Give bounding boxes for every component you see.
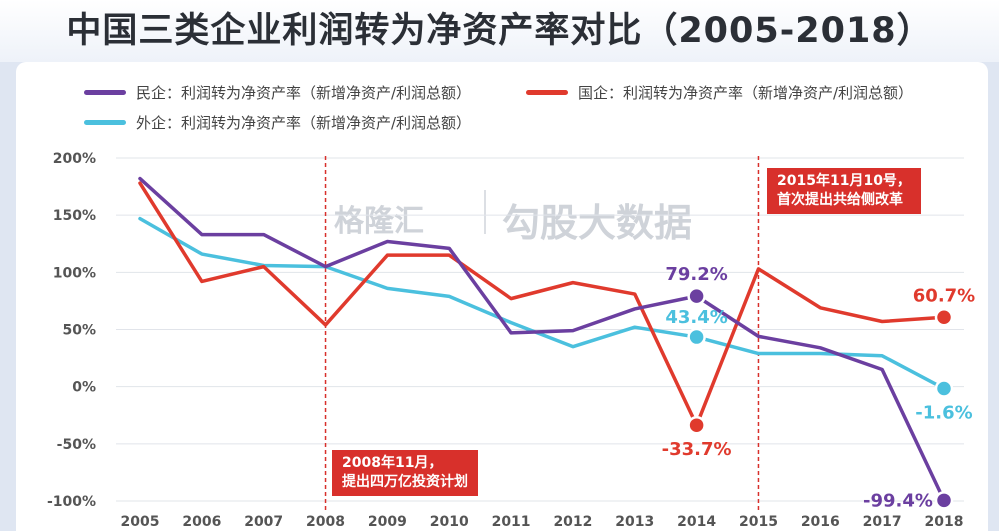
x-tick-label: 2009	[368, 514, 407, 530]
chart-title: 中国三类企业利润转为净资产率对比（2005-2018）	[66, 11, 933, 51]
point-foreign-2014	[687, 327, 706, 347]
x-tick-label: 2011	[492, 514, 531, 530]
data-label-private-2018: -99.4%	[863, 490, 933, 511]
legend-swatch-state	[526, 90, 568, 95]
data-label-foreign-2018: -1.6%	[915, 402, 972, 423]
callout-2015-line1: 2015年11月10号，	[777, 173, 911, 189]
series-line-foreign	[138, 216, 946, 391]
legend-label-foreign: 外企：利润转为净资产率（新增净资产/利润总额）	[136, 114, 472, 132]
legend-swatch-private	[84, 90, 126, 95]
y-tick-label: 0%	[72, 380, 96, 396]
point-private-2018	[934, 491, 954, 510]
x-tick-label: 2010	[430, 514, 469, 530]
data-label-foreign-2014: 43.4%	[665, 307, 727, 328]
x-tick-label: 2005	[121, 514, 160, 530]
x-tick-label: 2015	[739, 514, 778, 530]
point-state-2018	[934, 308, 954, 327]
callout-2015-line2: 首次提出共给侧改革	[777, 192, 903, 208]
watermark-logo: 格隆汇	[334, 204, 424, 239]
y-tick-label: 100%	[53, 265, 96, 281]
chart-panel: 民企：利润转为净资产率（新增净资产/利润总额） 国企：利润转为净资产率（新增净资…	[16, 62, 988, 531]
callout-2008: 2008年11月， 提出四万亿投资计划	[332, 450, 478, 496]
legend-item-private: 民企：利润转为净资产率（新增净资产/利润总额）	[84, 82, 471, 103]
x-tick-label: 2014	[677, 514, 716, 530]
legend-item-foreign: 外企：利润转为净资产率（新增净资产/利润总额）	[84, 112, 471, 133]
point-private-2014	[687, 286, 706, 306]
y-tick-label: -100%	[47, 494, 96, 510]
line-chart: 200% 150% 100% 50% 0% -50% -100% 2005 2006 2007 20…	[47, 151, 975, 530]
x-tick-label: 2006	[182, 514, 221, 530]
callout-2008-line2: 提出四万亿投资计划	[342, 474, 468, 490]
callout-2008-line1: 2008年11月，	[342, 455, 443, 471]
x-tick-label: 2013	[615, 514, 654, 530]
data-label-private-2014: 79.2%	[665, 264, 727, 285]
callout-2015: 2015年11月10号， 首次提出共给侧改革	[767, 168, 921, 214]
y-tick-label: 50%	[62, 323, 96, 339]
point-foreign-2018	[934, 379, 954, 398]
x-tick-label: 2007	[244, 514, 283, 530]
data-label-state-2014: -33.7%	[662, 439, 732, 460]
legend-label-private: 民企：利润转为净资产率（新增净资产/利润总额）	[136, 84, 472, 102]
x-tick-label: 2012	[553, 514, 592, 530]
x-tick-label: 2008	[306, 514, 345, 530]
y-tick-label: 200%	[53, 151, 96, 167]
watermark-divider	[484, 190, 486, 234]
legend-label-state: 国企：利润转为净资产率（新增净资产/利润总额）	[578, 84, 914, 102]
legend-swatch-foreign	[84, 120, 126, 125]
x-tick-label: 2016	[801, 514, 840, 530]
y-tick-label: 150%	[53, 208, 96, 224]
point-state-2014	[687, 415, 706, 435]
x-tick-label: 2017	[863, 514, 902, 530]
x-tick-label: 2018	[925, 514, 964, 530]
data-label-state-2018: 60.7%	[913, 285, 975, 306]
y-tick-label: -50%	[57, 437, 96, 453]
watermark-brand: 勾股大数据	[502, 201, 693, 245]
series-line-private	[138, 176, 946, 503]
header: 中国三类企业利润转为净资产率对比（2005-2018）	[0, 0, 999, 62]
series-line-state	[138, 181, 946, 427]
legend-item-state: 国企：利润转为净资产率（新增净资产/利润总额）	[526, 82, 913, 103]
